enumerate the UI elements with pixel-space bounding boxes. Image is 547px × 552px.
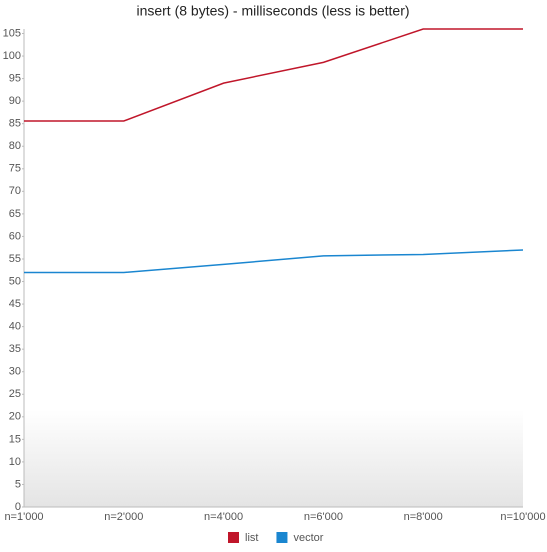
y-tick-label: 50 (9, 275, 21, 287)
y-tick-label: 85 (9, 118, 21, 130)
y-tick-label: 20 (9, 411, 21, 423)
y-tick-label: 90 (9, 95, 21, 107)
y-tick-label: 75 (9, 163, 21, 175)
y-tick-label: 5 (15, 478, 21, 490)
y-tick-label: 25 (9, 388, 21, 400)
y-tick-label: 35 (9, 343, 21, 355)
y-tick-label: 45 (9, 298, 21, 310)
y-tick-label: 60 (9, 230, 21, 242)
y-tick-label: 15 (9, 433, 21, 445)
y-tick-label: 100 (3, 50, 21, 62)
x-tick-label: n=4'000 (204, 511, 243, 523)
y-tick-label: 80 (9, 140, 21, 152)
legend-label: list (245, 532, 258, 544)
y-tick-label: 10 (9, 456, 21, 468)
chart-title: insert (8 bytes) - milliseconds (less is… (136, 3, 409, 19)
x-tick-label: n=2'000 (104, 511, 143, 523)
x-tick-label: n=6'000 (304, 511, 343, 523)
x-tick-label: n=1'000 (4, 511, 43, 523)
y-tick-label: 30 (9, 366, 21, 378)
y-tick-label: 70 (9, 185, 21, 197)
y-tick-label: 40 (9, 321, 21, 333)
series-line (24, 249, 524, 274)
x-tick-label: n=10'000 (500, 511, 545, 523)
y-tick-label: 55 (9, 253, 21, 265)
x-tick-label: n=8'000 (404, 511, 443, 523)
y-tick-label: 105 (3, 27, 21, 39)
plot-shade (24, 410, 523, 507)
y-tick-label: 0 (15, 501, 21, 513)
legend-swatch (276, 532, 288, 543)
legend-swatch (228, 532, 239, 543)
series-line (24, 28, 523, 122)
legend-label: vector (293, 532, 323, 544)
y-tick-label: 95 (9, 73, 21, 85)
y-tick-label: 65 (9, 208, 21, 220)
